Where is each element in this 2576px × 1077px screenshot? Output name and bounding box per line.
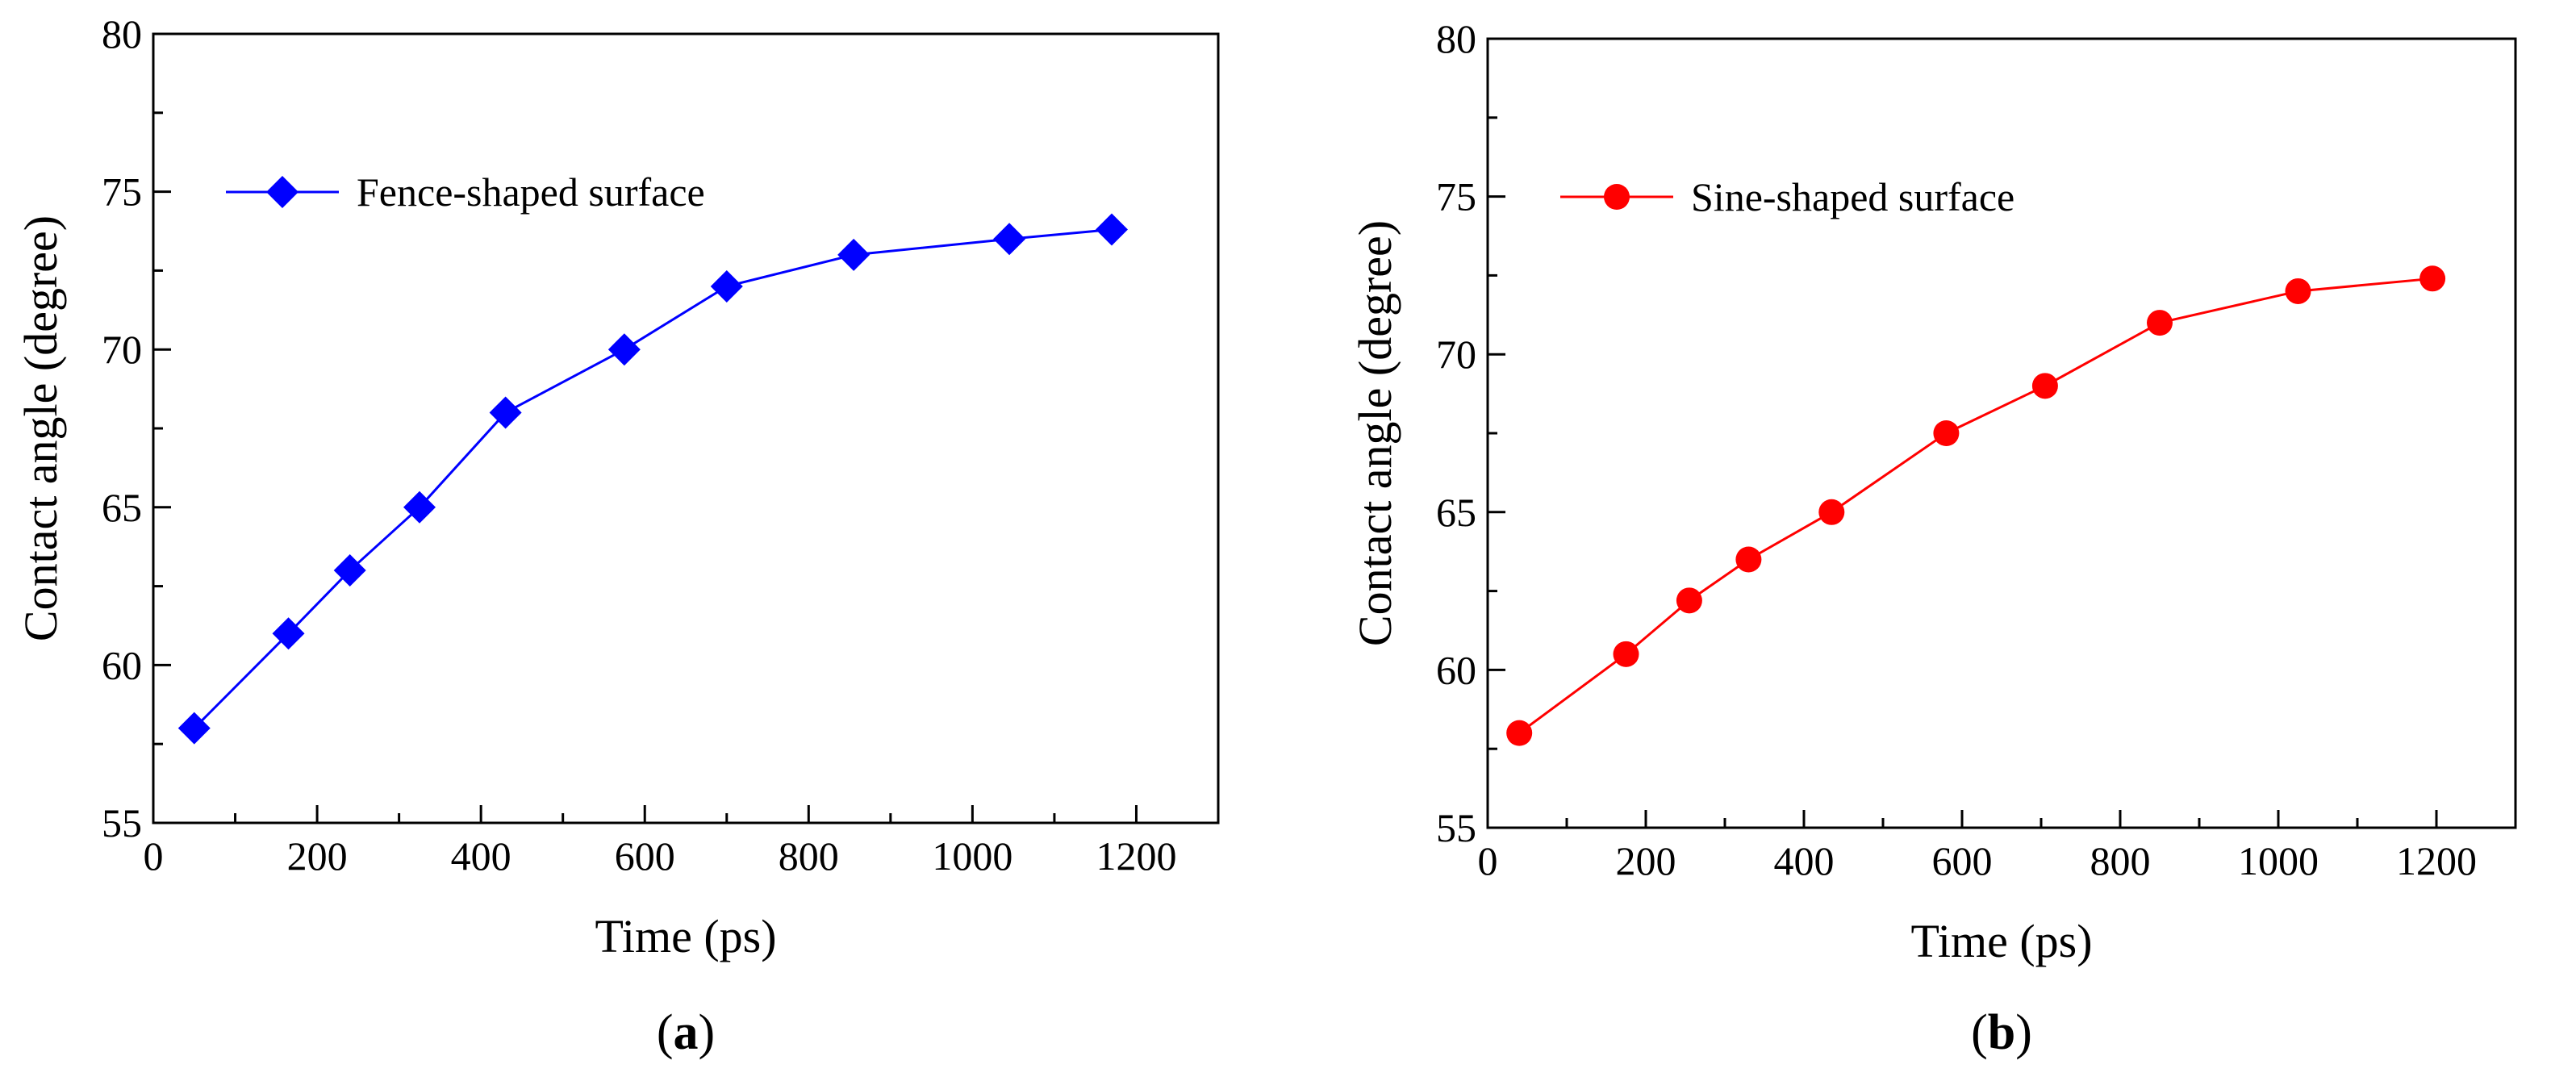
data-point bbox=[272, 617, 305, 650]
panel-label-close-paren: ) bbox=[2015, 1005, 2032, 1060]
data-point bbox=[1818, 499, 1845, 525]
panel-label: (a) bbox=[657, 1005, 715, 1060]
x-tick-label: 0 bbox=[1478, 838, 1498, 883]
y-tick-label: 65 bbox=[102, 485, 142, 530]
x-tick-label: 200 bbox=[287, 833, 348, 879]
data-point bbox=[177, 712, 211, 745]
x-tick-label: 800 bbox=[2090, 838, 2151, 883]
panel-label-letter: b bbox=[1988, 1005, 2015, 1060]
plot-frame bbox=[152, 32, 1220, 824]
data-point bbox=[1506, 720, 1533, 746]
legend-label: Sine-shaped surface bbox=[1691, 174, 2014, 219]
x-axis-label: Time (ps) bbox=[595, 910, 776, 962]
y-tick-label: 70 bbox=[102, 327, 142, 372]
panel-label: (b) bbox=[1971, 1005, 2032, 1060]
series-line bbox=[193, 228, 1113, 729]
y-tick-label: 55 bbox=[1436, 805, 1476, 850]
x-axis-label: Time (ps) bbox=[1910, 915, 2092, 967]
x-tick-label: 1200 bbox=[1096, 833, 1176, 879]
panel-label-open-paren: ( bbox=[657, 1005, 674, 1060]
x-tick-label: 400 bbox=[1774, 838, 1835, 883]
x-tick-label: 800 bbox=[779, 833, 839, 879]
data-point bbox=[1613, 641, 1639, 667]
y-axis-label: Contact angle (degree) bbox=[1349, 220, 1401, 646]
x-tick-label: 200 bbox=[1616, 838, 1676, 883]
y-tick-label: 55 bbox=[102, 800, 142, 845]
y-tick-label: 60 bbox=[102, 642, 142, 687]
data-point bbox=[837, 238, 870, 271]
data-point bbox=[2147, 310, 2173, 336]
data-point bbox=[2031, 373, 2058, 399]
y-axis-label: Contact angle (degree) bbox=[15, 215, 67, 641]
data-point bbox=[1933, 420, 1960, 446]
x-tick-label: 1000 bbox=[932, 833, 1012, 879]
data-point bbox=[1096, 213, 1128, 246]
x-tick-label: 600 bbox=[1932, 838, 1993, 883]
series-line bbox=[1518, 277, 2433, 734]
data-point bbox=[333, 554, 366, 587]
data-point bbox=[993, 223, 1026, 256]
x-tick-label: 0 bbox=[144, 833, 164, 879]
y-tick-label: 80 bbox=[1436, 16, 1476, 61]
y-tick-label: 70 bbox=[1436, 332, 1476, 377]
y-tick-label: 60 bbox=[1436, 647, 1476, 692]
data-point bbox=[2285, 278, 2311, 304]
data-point bbox=[1735, 546, 1762, 573]
x-tick-label: 400 bbox=[451, 833, 511, 879]
data-point bbox=[489, 396, 522, 429]
panel-label-close-paren: ) bbox=[699, 1005, 716, 1060]
y-tick-label: 75 bbox=[1436, 174, 1476, 219]
plot-frame bbox=[1486, 37, 2517, 829]
x-tick-label: 1000 bbox=[2238, 838, 2319, 883]
panel-label-open-paren: ( bbox=[1971, 1005, 1988, 1060]
data-point bbox=[1676, 587, 1702, 614]
x-tick-label: 1200 bbox=[2396, 838, 2477, 883]
data-point bbox=[607, 333, 641, 366]
y-tick-label: 75 bbox=[102, 169, 142, 215]
legend-marker bbox=[266, 176, 299, 208]
legend-label: Fence-shaped surface bbox=[357, 169, 705, 215]
data-point bbox=[710, 269, 743, 303]
x-tick-label: 600 bbox=[615, 833, 675, 879]
legend-marker bbox=[1604, 184, 1630, 210]
y-tick-label: 80 bbox=[102, 11, 142, 56]
data-point bbox=[403, 490, 436, 524]
panel-label-letter: a bbox=[674, 1005, 699, 1060]
y-tick-label: 65 bbox=[1436, 490, 1476, 535]
chart-panel-a: 0 200 400 600 800 1000 1200 55 60 65 70 75 80 Time (p… bbox=[15, 11, 1220, 1060]
chart-panel-b: 0 200 400 600 800 1000 1200 55 60 65 70 75 80 Time (p… bbox=[1349, 16, 2517, 1060]
data-point bbox=[2419, 265, 2446, 292]
